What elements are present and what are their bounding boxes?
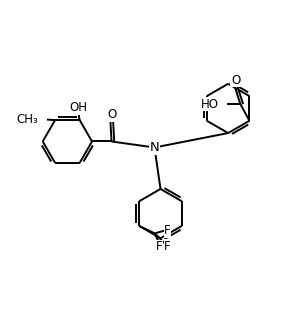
Text: HO: HO bbox=[201, 98, 219, 111]
Text: F: F bbox=[156, 241, 162, 254]
Text: F: F bbox=[164, 240, 171, 253]
Text: OH: OH bbox=[69, 101, 87, 114]
Text: N: N bbox=[150, 141, 159, 154]
Text: O: O bbox=[231, 74, 240, 87]
Text: CH₃: CH₃ bbox=[17, 113, 39, 126]
Text: F: F bbox=[164, 224, 171, 237]
Text: O: O bbox=[107, 108, 116, 121]
